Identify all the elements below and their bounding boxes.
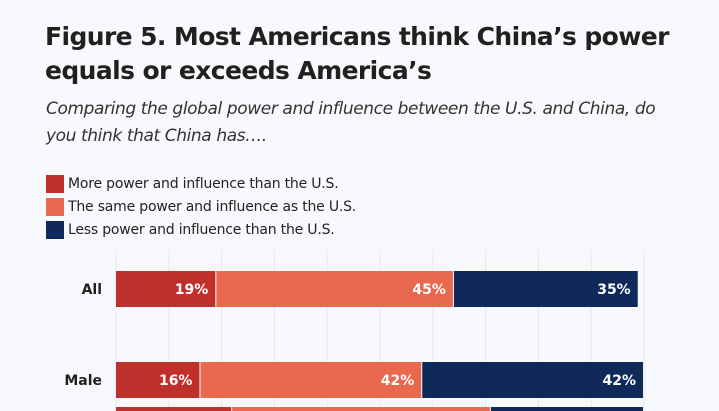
legend: More power and influence than the U.S. T… <box>46 172 356 241</box>
legend-item-less: Less power and influence than the U.S. <box>46 218 356 241</box>
category-label: Male <box>64 373 102 389</box>
bar-segment <box>216 271 453 307</box>
bar-segment <box>200 362 422 398</box>
legend-label-same: The same power and influence as the U.S. <box>68 198 357 215</box>
chart-subtitle: Comparing the global power and influence… <box>46 99 656 146</box>
bar-segment <box>116 271 216 307</box>
data-label: 19% <box>175 282 209 298</box>
chart-title: Figure 5. Most Americans think China’s p… <box>45 22 669 85</box>
bar-segment <box>490 407 643 411</box>
data-label: 42% <box>381 373 415 389</box>
legend-label-more: More power and influence than the U.S. <box>68 175 339 192</box>
data-label: 35% <box>597 282 631 298</box>
legend-swatch-more <box>46 174 64 193</box>
bar-segment <box>422 362 643 398</box>
bar-segment <box>116 362 200 398</box>
legend-label-less: Less power and influence than the U.S. <box>68 221 335 238</box>
bar-segment <box>232 407 490 411</box>
category-label: All <box>82 282 102 298</box>
legend-swatch-same <box>46 197 64 216</box>
bar-segment <box>116 407 232 411</box>
legend-swatch-less <box>46 220 64 239</box>
data-label: 16% <box>159 373 193 389</box>
bar-segment <box>453 271 638 307</box>
data-label: 45% <box>412 282 446 298</box>
data-label: 42% <box>602 373 636 389</box>
stacked-bar-chart: 19% 45% 35% All 16% 42% 42% Male <box>64 250 645 411</box>
legend-item-same: The same power and influence as the U.S. <box>46 195 356 218</box>
legend-item-more: More power and influence than the U.S. <box>46 172 356 195</box>
